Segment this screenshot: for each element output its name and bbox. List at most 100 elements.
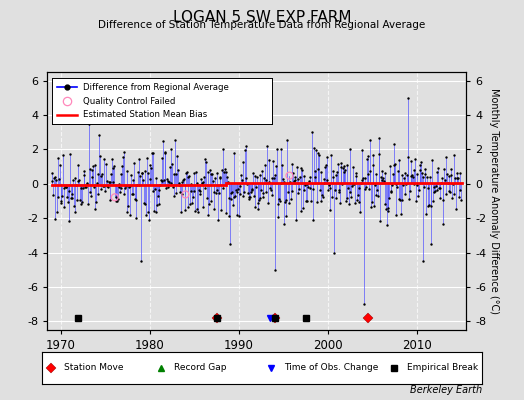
Point <box>352 170 361 176</box>
Point <box>451 175 460 182</box>
Point <box>341 167 350 174</box>
Point <box>269 158 277 164</box>
Point <box>53 154 62 161</box>
Point <box>361 185 369 192</box>
Point <box>427 203 435 209</box>
Point <box>233 212 242 218</box>
Point <box>423 174 431 180</box>
Point <box>289 170 298 176</box>
Point <box>281 198 289 205</box>
Point <box>70 208 79 215</box>
Point <box>233 189 241 196</box>
Point <box>89 163 97 169</box>
Point <box>394 168 402 174</box>
Point <box>105 179 114 185</box>
Point <box>439 220 447 227</box>
Point <box>125 183 134 189</box>
Point <box>82 184 90 190</box>
Point <box>93 191 102 197</box>
Point <box>96 173 105 179</box>
Point <box>244 196 253 202</box>
Point <box>299 173 308 180</box>
Point <box>91 206 99 212</box>
Point <box>414 192 422 199</box>
Point <box>203 194 211 201</box>
Point <box>276 146 285 152</box>
Point <box>185 173 193 179</box>
Point <box>57 198 66 205</box>
Point <box>420 184 428 190</box>
Point <box>243 180 252 187</box>
Point <box>412 198 420 204</box>
Point <box>67 195 75 201</box>
Point <box>141 168 149 174</box>
Point <box>247 189 255 195</box>
Point <box>333 169 341 176</box>
Point <box>126 212 135 218</box>
Point <box>226 241 234 247</box>
Point <box>94 171 103 177</box>
Point <box>336 200 344 206</box>
Point <box>149 188 158 194</box>
Point <box>235 182 244 189</box>
Point <box>331 195 340 201</box>
Point <box>222 210 231 217</box>
Point <box>390 162 398 168</box>
Point <box>285 172 293 179</box>
Point <box>215 174 224 180</box>
Point <box>322 162 330 168</box>
Point <box>349 164 357 170</box>
Point <box>263 143 271 150</box>
Point <box>345 201 353 208</box>
Point <box>326 184 334 191</box>
Point <box>230 150 238 156</box>
Point <box>404 95 412 101</box>
Point <box>453 170 461 176</box>
Point <box>428 157 436 163</box>
Point <box>403 172 411 178</box>
Point <box>410 167 419 173</box>
Point <box>107 171 115 178</box>
Point <box>444 180 452 186</box>
Text: Difference from Regional Average: Difference from Regional Average <box>83 83 229 92</box>
Point <box>118 163 126 170</box>
Point <box>303 198 311 204</box>
Point <box>174 167 182 174</box>
Point <box>211 175 220 181</box>
Point <box>317 198 325 204</box>
Point <box>357 180 365 187</box>
Point <box>73 197 81 204</box>
Text: Difference of Station Temperature Data from Regional Average: Difference of Station Temperature Data f… <box>99 20 425 30</box>
Point <box>395 196 403 202</box>
Point <box>440 166 448 172</box>
Point <box>279 176 287 182</box>
Point <box>449 181 457 187</box>
Point <box>132 197 140 203</box>
Point <box>397 211 405 218</box>
Point <box>332 171 341 178</box>
Point <box>398 197 406 203</box>
Point <box>240 189 248 195</box>
Point <box>455 170 464 176</box>
Point <box>347 193 355 200</box>
Point <box>124 203 133 209</box>
Point <box>409 180 418 187</box>
Point <box>187 188 195 194</box>
Point <box>177 209 185 216</box>
Point <box>445 188 453 194</box>
Point <box>52 177 60 183</box>
Point <box>155 200 163 207</box>
Point <box>343 162 352 168</box>
Point <box>59 204 68 210</box>
Point <box>200 173 208 180</box>
Point <box>329 168 337 174</box>
Point <box>108 165 117 172</box>
Point <box>320 180 328 186</box>
Point <box>143 208 151 215</box>
Point <box>129 190 138 197</box>
Point <box>83 181 92 188</box>
Point <box>251 173 259 179</box>
Point <box>335 188 343 195</box>
Point <box>280 221 288 227</box>
Point <box>238 177 246 184</box>
